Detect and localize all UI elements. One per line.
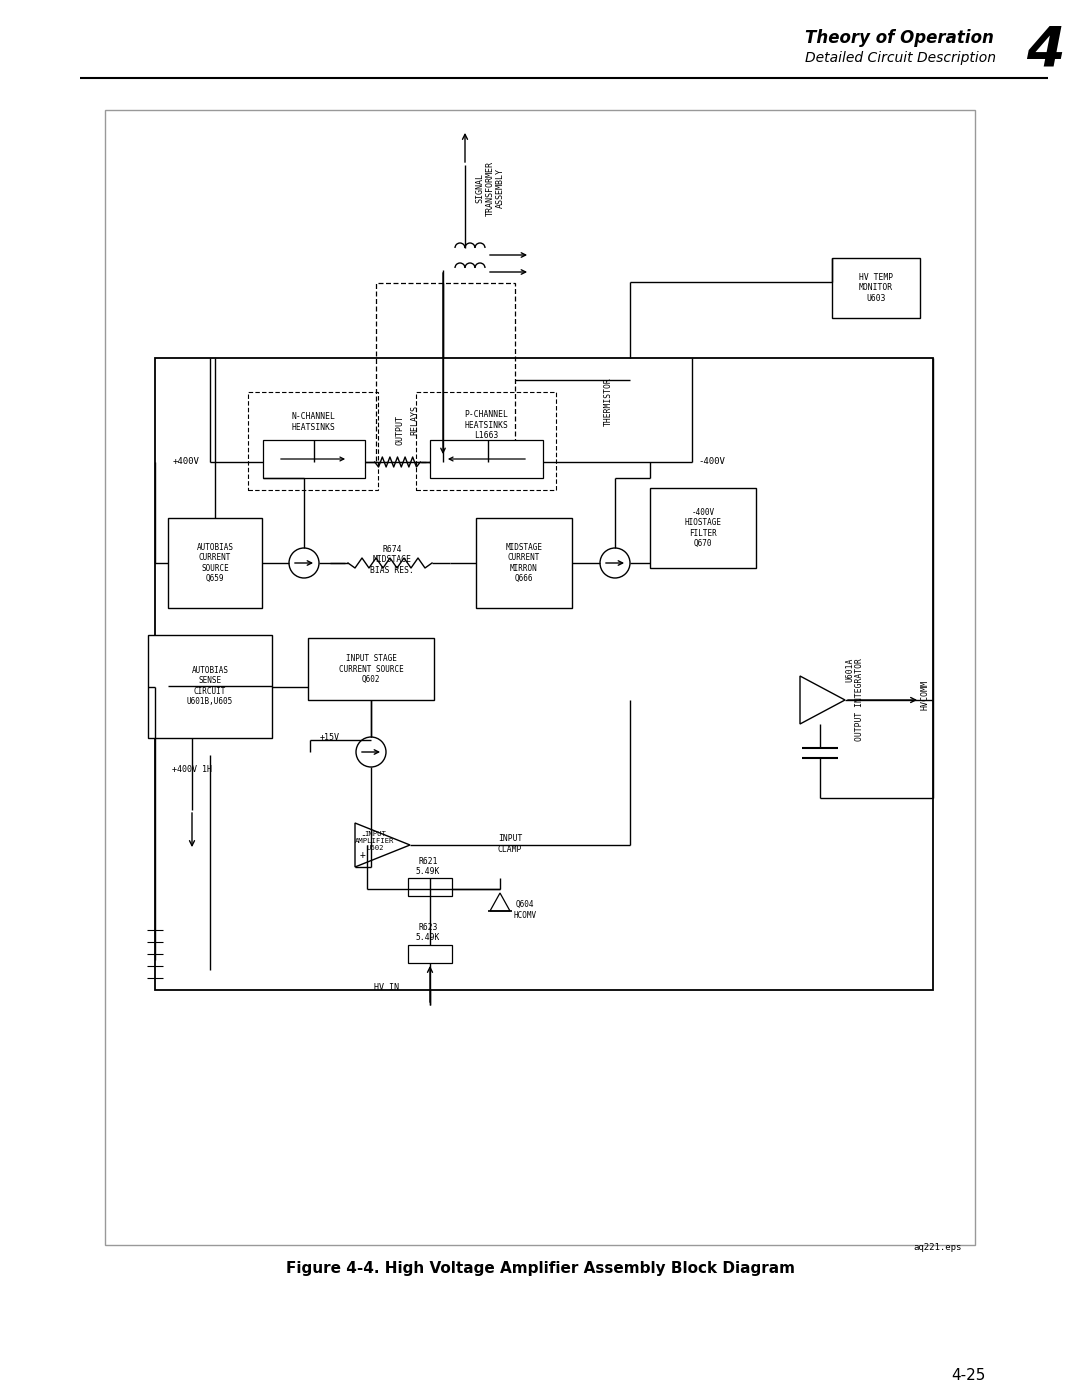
Text: INPUT
AMPLIFIER
U602: INPUT AMPLIFIER U602 <box>355 831 394 851</box>
Bar <box>408 877 453 895</box>
Bar <box>416 393 556 490</box>
Text: N-CHANNEL
HEATSINKS: N-CHANNEL HEATSINKS <box>292 412 335 432</box>
Bar <box>105 110 975 1245</box>
Text: 5.49K: 5.49K <box>416 933 441 943</box>
Text: +400V 1H: +400V 1H <box>172 766 212 774</box>
Text: P-CHANNEL
HEATSINKS
L1663: P-CHANNEL HEATSINKS L1663 <box>464 411 508 440</box>
Text: THERMISTOR: THERMISTOR <box>604 377 612 426</box>
Text: -400V: -400V <box>699 457 726 467</box>
Text: MIDSTAGE
CURRENT
MIRRON
Q666: MIDSTAGE CURRENT MIRRON Q666 <box>505 543 542 583</box>
Bar <box>168 518 262 608</box>
Text: 4: 4 <box>1026 22 1064 77</box>
Text: Theory of Operation: Theory of Operation <box>805 29 994 47</box>
Text: Q604
HCOMV: Q604 HCOMV <box>513 900 537 919</box>
Bar <box>476 518 572 608</box>
Bar <box>156 358 933 990</box>
Text: INPUT
CLAMP: INPUT CLAMP <box>498 834 523 854</box>
Text: +15V: +15V <box>320 733 340 742</box>
Text: R621: R621 <box>418 858 437 866</box>
Text: AUTOBIAS
SENSE
CIRCUIT
U601B,U605: AUTOBIAS SENSE CIRCUIT U601B,U605 <box>187 666 233 705</box>
Text: +400V: +400V <box>173 457 200 467</box>
Bar <box>832 258 920 319</box>
Text: -: - <box>360 830 366 840</box>
Text: 5.49K: 5.49K <box>416 868 441 876</box>
Bar <box>650 488 756 569</box>
Text: HV IN: HV IN <box>374 983 399 992</box>
Bar <box>430 440 543 478</box>
Bar <box>148 636 272 738</box>
Bar <box>376 284 515 462</box>
Bar <box>264 440 365 478</box>
Text: SIGNAL
TRANSFORMER
ASSEMBLY: SIGNAL TRANSFORMER ASSEMBLY <box>475 161 504 215</box>
Bar <box>408 944 453 963</box>
Text: Figure 4-4. High Voltage Amplifier Assembly Block Diagram: Figure 4-4. High Voltage Amplifier Assem… <box>285 1260 795 1275</box>
Text: 4-25: 4-25 <box>950 1368 985 1383</box>
Text: OUTPUT: OUTPUT <box>395 415 405 446</box>
Bar <box>248 393 378 490</box>
Text: OUTPUT INTEGRATOR: OUTPUT INTEGRATOR <box>855 658 864 742</box>
Text: HV TEMP
MONITOR
U603: HV TEMP MONITOR U603 <box>859 272 893 303</box>
Text: RELAYS: RELAYS <box>410 405 419 434</box>
Text: Detailed Circuit Description: Detailed Circuit Description <box>805 52 996 66</box>
Text: +: + <box>360 849 366 861</box>
Text: INPUT STAGE
CURRENT SOURCE
Q602: INPUT STAGE CURRENT SOURCE Q602 <box>339 654 403 685</box>
Text: -400V
HIOSTAGE
FILTER
Q670: -400V HIOSTAGE FILTER Q670 <box>685 509 721 548</box>
Text: HVCOMM: HVCOMM <box>920 680 930 710</box>
Bar <box>308 638 434 700</box>
Text: aq221.eps: aq221.eps <box>914 1243 962 1253</box>
Text: R623: R623 <box>418 923 437 933</box>
Text: U601A: U601A <box>846 658 854 682</box>
Text: R674
MIDSTAGE
BIAS RES.: R674 MIDSTAGE BIAS RES. <box>370 545 414 576</box>
Text: AUTOBIAS
CURRENT
SOURCE
Q659: AUTOBIAS CURRENT SOURCE Q659 <box>197 543 233 583</box>
